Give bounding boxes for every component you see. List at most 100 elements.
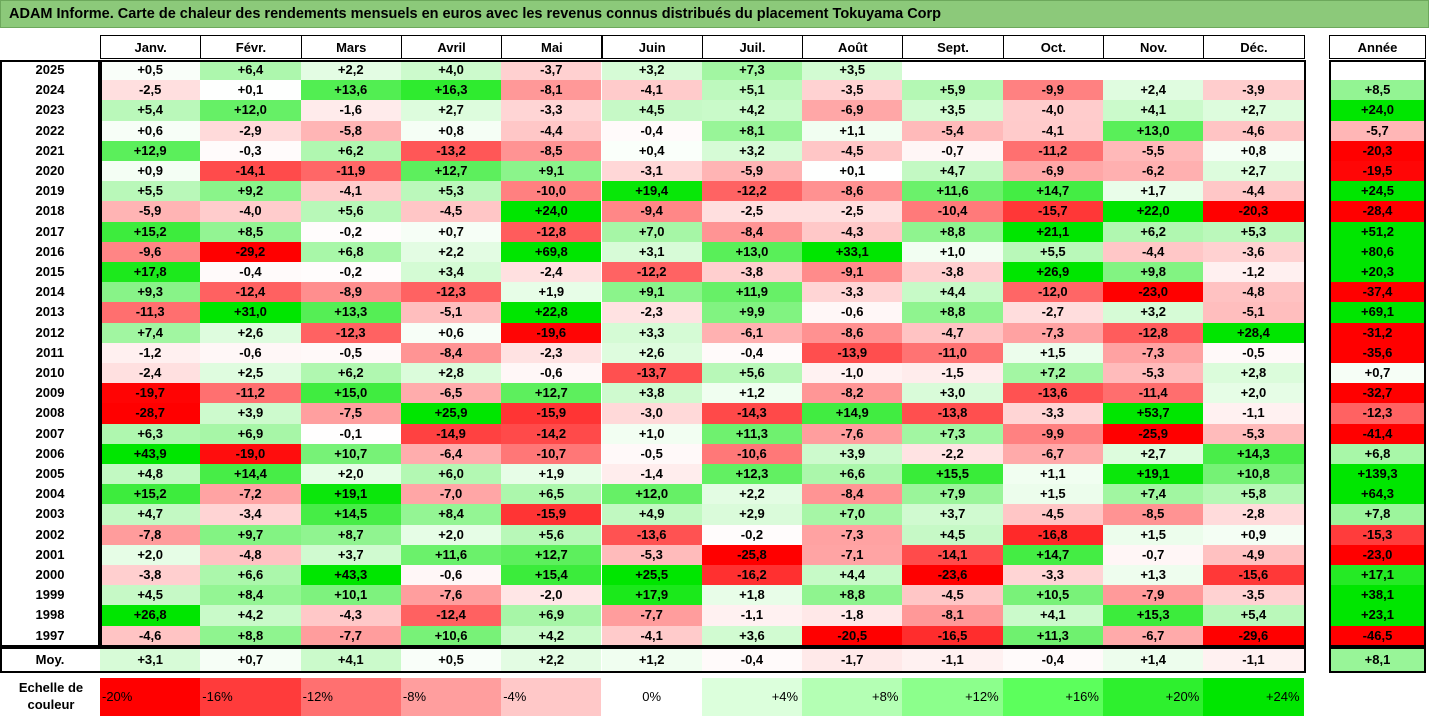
heatmap-cell: -13,6 [1002, 383, 1103, 404]
heatmap-cell: -0,4 [701, 342, 803, 363]
annual-cell: -37,4 [1329, 282, 1426, 303]
heatmap-cell: +2,2 [701, 484, 803, 505]
heatmap-cell: -8,5 [1103, 504, 1204, 525]
average-cell: +0,5 [400, 647, 502, 672]
heatmap-cell: -4,7 [902, 322, 1003, 343]
heatmap-cell: -4,8 [1203, 282, 1304, 303]
heatmap-cell: -7,3 [802, 524, 903, 545]
row-year-label: 2014 [35, 284, 65, 300]
heatmap-cell: -8,1 [902, 605, 1003, 626]
heatmap-cell: +4,9 [601, 504, 702, 525]
heatmap-cell: +13,3 [300, 302, 401, 323]
heatmap-cell: -20,5 [802, 625, 903, 646]
annual-cell: +64,3 [1329, 484, 1426, 505]
heatmap-cell: +4,2 [501, 625, 602, 646]
heatmap-cell: -6,7 [1103, 625, 1204, 646]
column-header: Mars [300, 35, 402, 59]
heatmap-cell: -4,5 [802, 140, 903, 161]
heatmap-cell: -0,6 [200, 342, 301, 363]
color-scale-swatch: -8% [400, 678, 502, 716]
heatmap-cell: -7,3 [1103, 342, 1204, 363]
heatmap-cell: -9,4 [601, 201, 702, 222]
heatmap-cell: -1,8 [802, 605, 903, 626]
heatmap-cell: -3,3 [501, 100, 602, 121]
heatmap-cell: +26,8 [100, 605, 201, 626]
annual-cell: -35,6 [1329, 342, 1426, 363]
heatmap-cell: +15,3 [1103, 605, 1204, 626]
heatmap-cell: -7,0 [400, 484, 502, 505]
heatmap-cell: -5,8 [300, 120, 401, 141]
annual-cell: +23,1 [1329, 605, 1426, 626]
average-cell: +4,1 [300, 647, 401, 672]
heatmap-cell: -1,4 [601, 464, 702, 485]
heatmap-cell: +6,3 [100, 423, 201, 444]
heatmap-cell: -8,4 [701, 221, 803, 242]
heatmap-cell: +3,7 [902, 504, 1003, 525]
heatmap-cell: +25,5 [601, 565, 702, 586]
row-year-label: 2009 [35, 385, 65, 401]
heatmap-cell: -4,1 [300, 181, 401, 202]
heatmap-cell: -8,6 [802, 322, 903, 343]
heatmap-cell: +22,8 [501, 302, 602, 323]
heatmap-cell: -0,4 [601, 120, 702, 141]
heatmap-cell: +10,5 [1002, 585, 1103, 606]
heatmap-cell: -12,0 [1002, 282, 1103, 303]
heatmap-cell: +1,9 [501, 464, 602, 485]
heatmap-cell: +8,4 [200, 585, 301, 606]
heatmap-cell: +14,7 [1002, 544, 1103, 565]
heatmap-cell: -3,6 [1203, 241, 1304, 262]
row-year-label: 2007 [35, 425, 65, 441]
heatmap-cell: +14,9 [802, 403, 903, 424]
row-year-label: 2011 [35, 344, 65, 360]
column-header: Avril [400, 35, 503, 59]
heatmap-cell: +4,7 [100, 504, 201, 525]
heatmap-cell: -29,6 [1203, 625, 1304, 646]
heatmap-cell: -19,0 [200, 443, 301, 464]
average-cell: -1,1 [902, 647, 1003, 672]
heatmap-cell: -1,1 [1203, 403, 1304, 424]
heatmap-cell: +1,8 [701, 585, 803, 606]
heatmap-cell: +6,6 [802, 464, 903, 485]
heatmap-cell: +12,7 [501, 544, 602, 565]
heatmap-cell: +7,0 [601, 221, 702, 242]
heatmap-cell: +0,9 [1203, 524, 1304, 545]
heatmap-cell: -5,3 [601, 544, 702, 565]
heatmap-cell: +4,2 [701, 100, 803, 121]
heatmap-cell: -13,6 [601, 524, 702, 545]
heatmap-cell: -4,0 [1002, 100, 1103, 121]
heatmap-cell: +1,5 [1103, 524, 1204, 545]
heatmap-cell: +3,7 [300, 544, 401, 565]
heatmap-cell: -3,4 [200, 504, 301, 525]
annual-cell: +24,0 [1329, 100, 1426, 121]
heatmap-cell: +11,6 [400, 544, 502, 565]
row-year-label: 2024 [35, 82, 65, 98]
heatmap-cell: +0,1 [200, 80, 301, 101]
heatmap-cell: -8,5 [501, 140, 602, 161]
heatmap-cell: +6,2 [1103, 221, 1204, 242]
heatmap-cell: +8,4 [400, 504, 502, 525]
heatmap-cell: -4,4 [1203, 181, 1304, 202]
annual-cell: +7,8 [1329, 504, 1426, 525]
heatmap-cell: -9,9 [1002, 423, 1103, 444]
heatmap-cell: +2,4 [1103, 80, 1204, 101]
heatmap-cell: -7,6 [802, 423, 903, 444]
heatmap-cell: -3,3 [1002, 403, 1103, 424]
heatmap-cell: +6,2 [300, 363, 401, 384]
heatmap-cell: +6,9 [200, 423, 301, 444]
heatmap-cell: +12,3 [701, 464, 803, 485]
heatmap-cell: -23,0 [1103, 282, 1204, 303]
heatmap-cell: -4,6 [1203, 120, 1304, 141]
row-year-label: 2021 [35, 142, 65, 158]
heatmap-cell: +3,2 [1103, 302, 1204, 323]
heatmap-cell: -0,3 [200, 140, 301, 161]
heatmap-cell: +4,5 [100, 585, 201, 606]
heatmap-cell: -4,3 [300, 605, 401, 626]
heatmap-cell: -2,7 [1002, 302, 1103, 323]
heatmap-cell: +5,6 [501, 524, 602, 545]
heatmap-cell: -2,0 [501, 585, 602, 606]
color-scale-swatch: 0% [601, 678, 702, 716]
heatmap-cell: -8,9 [300, 282, 401, 303]
row-year-label: 2017 [35, 223, 65, 239]
row-year-label: 2013 [35, 304, 65, 320]
